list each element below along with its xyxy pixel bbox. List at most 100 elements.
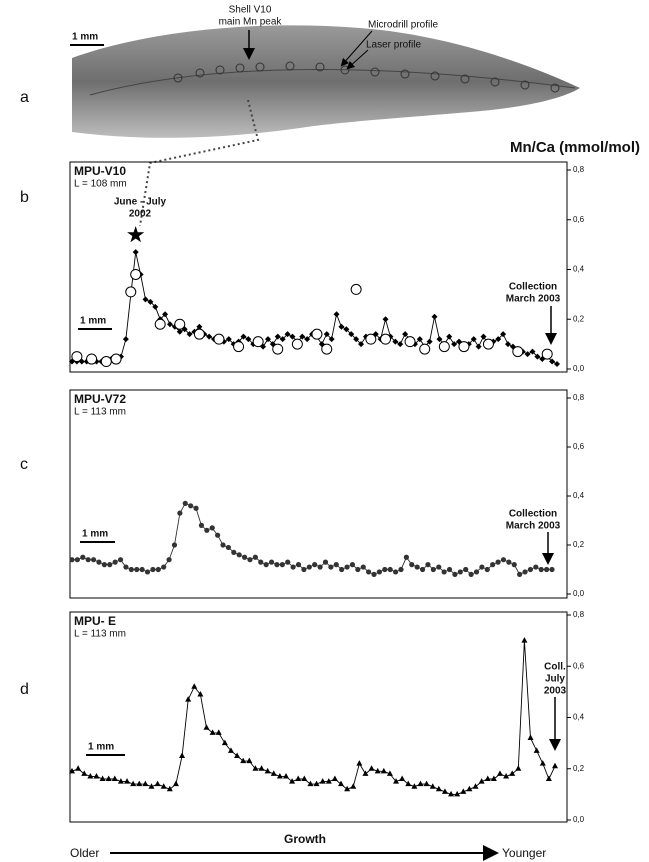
annotation: March 2003	[506, 521, 561, 532]
data-point	[196, 323, 203, 330]
data-point	[172, 780, 179, 787]
y-tick-label: 0,2	[573, 540, 585, 549]
data-point	[117, 557, 124, 563]
data-point	[234, 752, 241, 758]
scale-bar-label: 1 mm	[72, 32, 98, 43]
data-point	[130, 268, 142, 280]
data-point	[521, 637, 528, 643]
data-point	[430, 566, 436, 573]
data-point	[69, 767, 75, 774]
data-point	[435, 785, 442, 792]
data-point	[429, 783, 436, 789]
data-point	[124, 778, 131, 784]
data-point	[198, 522, 205, 529]
data-point	[479, 564, 485, 570]
data-point	[478, 778, 485, 784]
peak-label: main Mn peak	[219, 17, 283, 28]
data-point	[403, 554, 409, 560]
data-point	[319, 778, 326, 784]
panel-label: a	[20, 89, 29, 106]
data-point	[147, 298, 154, 305]
data-point	[463, 566, 469, 573]
data-point	[356, 760, 363, 766]
data-point	[405, 780, 412, 787]
y-tick-label: 0,4	[573, 265, 585, 274]
data-point	[490, 775, 497, 781]
data-point	[101, 562, 107, 568]
data-point	[69, 557, 75, 563]
data-point	[490, 562, 496, 568]
data-point	[301, 566, 307, 573]
data-point	[128, 566, 134, 573]
data-point	[472, 783, 479, 789]
data-point	[279, 562, 285, 568]
y-tick-label: 0,8	[573, 165, 585, 174]
shell-photo	[72, 25, 580, 138]
annotation: Coll.	[544, 662, 566, 673]
data-point	[511, 562, 517, 568]
data-point	[355, 566, 361, 573]
data-point	[506, 559, 512, 565]
data-point	[509, 770, 516, 776]
data-point	[480, 333, 487, 340]
data-point	[71, 351, 83, 363]
data-point	[350, 283, 362, 295]
data-point	[166, 785, 173, 792]
data-point	[397, 341, 404, 348]
data-point	[495, 559, 501, 565]
y-tick-label: 0,6	[573, 442, 585, 451]
data-point	[533, 747, 540, 753]
data-point	[81, 770, 88, 776]
data-point	[374, 767, 381, 774]
data-point	[529, 348, 536, 355]
data-point	[182, 500, 188, 506]
y-tick-label: 0,6	[573, 661, 585, 670]
data-point	[75, 765, 82, 771]
data-point	[209, 525, 215, 531]
data-point	[417, 780, 424, 787]
data-point	[263, 562, 269, 568]
data-point	[409, 562, 415, 568]
data-point	[155, 566, 161, 573]
data-point	[441, 569, 447, 575]
data-point	[123, 564, 129, 570]
data-point	[399, 775, 406, 781]
panel-label: b	[20, 189, 29, 206]
data-point	[258, 765, 265, 771]
data-point	[197, 690, 204, 697]
star	[127, 226, 145, 243]
microdrill-label: Microdrill profile	[368, 20, 438, 31]
laser-track	[89, 69, 576, 96]
data-point	[466, 785, 473, 792]
data-point	[174, 318, 186, 330]
data-point	[419, 566, 426, 573]
data-point	[522, 569, 528, 575]
data-point	[204, 527, 210, 533]
data-point	[93, 772, 100, 779]
data-point	[236, 552, 242, 558]
arrow	[346, 49, 369, 70]
data-point	[436, 336, 443, 343]
data-point	[299, 333, 306, 340]
data-point	[338, 323, 345, 330]
data-point	[139, 566, 145, 573]
data-point	[386, 770, 393, 776]
data-point	[284, 331, 291, 338]
data-point	[533, 564, 539, 570]
y-tick-label: 0,0	[573, 589, 585, 598]
data-point	[323, 331, 330, 338]
data-point	[154, 780, 161, 787]
data-point	[313, 780, 320, 787]
data-point	[144, 569, 151, 575]
data-point	[360, 564, 366, 570]
data-point	[344, 785, 351, 792]
data-point	[85, 557, 91, 563]
data-point	[392, 569, 399, 575]
panel-label: c	[20, 456, 28, 473]
data-point	[177, 510, 183, 516]
data-point	[289, 333, 296, 340]
data-point	[446, 566, 453, 573]
chart-subtitle: L = 108 mm	[74, 179, 127, 190]
data-point	[154, 318, 166, 330]
